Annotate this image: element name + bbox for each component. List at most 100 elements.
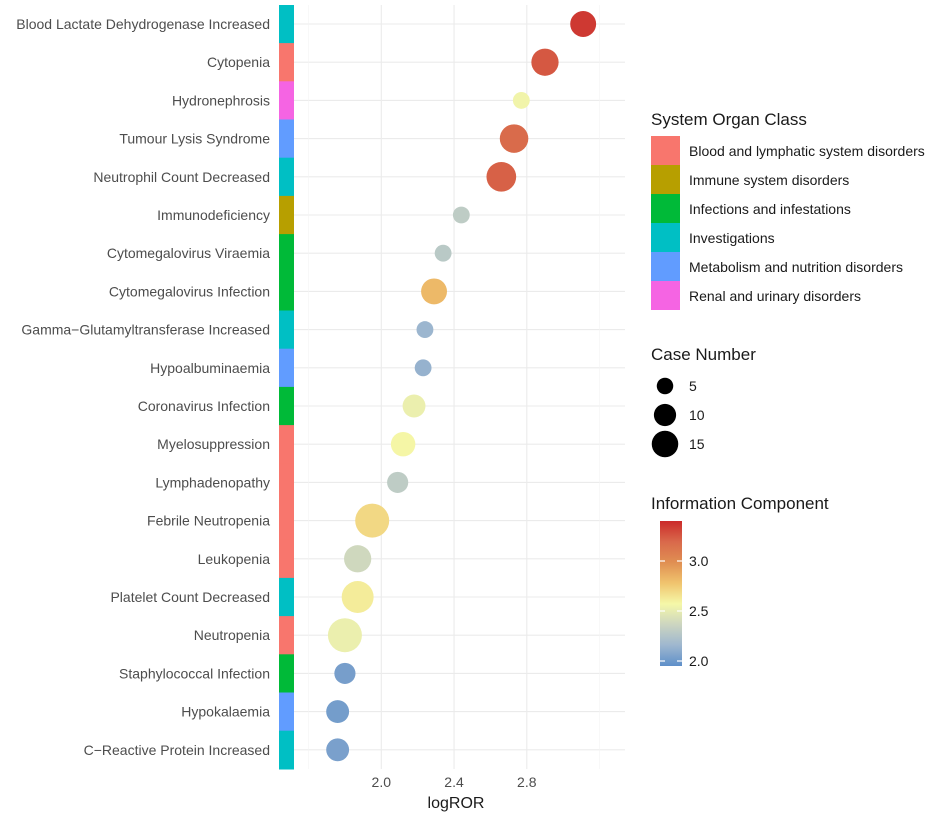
legend-soc-label: Investigations	[689, 230, 775, 246]
legend-size-circle	[651, 430, 679, 458]
legend-soc-items: Blood and lymphatic system disorders Immu…	[651, 136, 925, 310]
legend-soc-swatch	[651, 223, 680, 252]
data-point	[421, 278, 447, 305]
legend-soc-swatch	[651, 136, 680, 165]
y-tick-label: Platelet Count Decreased	[110, 589, 270, 605]
data-point	[452, 206, 470, 224]
legend-soc-title: System Organ Class	[651, 110, 807, 129]
y-tick-label: Hydronephrosis	[172, 92, 270, 108]
soc-strip-cell	[279, 654, 294, 693]
legend-color: Information Component 2.0 2.5 3.0	[651, 494, 829, 669]
legend-size-label: 10	[689, 407, 705, 423]
y-tick-label: Cytomegalovirus Viraemia	[107, 245, 270, 261]
soc-strip-cell	[279, 692, 294, 732]
y-tick-label: Cytopenia	[207, 54, 270, 70]
legend-size-label: 15	[689, 436, 705, 452]
y-tick-label: C−Reactive Protein Increased	[84, 742, 270, 758]
soc-strip-cell	[279, 539, 294, 579]
soc-strip-cell	[279, 119, 294, 159]
data-point	[341, 581, 374, 613]
data-point	[344, 545, 372, 573]
data-point	[390, 431, 416, 457]
data-point	[416, 321, 434, 339]
data-point	[402, 394, 426, 418]
legend-soc-swatch	[651, 165, 680, 194]
y-tick-label: Neutrophil Count Decreased	[93, 169, 270, 185]
data-point	[355, 503, 390, 538]
data-point	[414, 359, 432, 377]
soc-strip-cell	[279, 501, 294, 541]
data-point	[512, 91, 530, 109]
data-point	[387, 471, 409, 493]
legend-size-title: Case Number	[651, 345, 756, 364]
data-point	[486, 161, 517, 192]
colorbar-tick-label: 2.5	[689, 603, 709, 619]
soc-strip-cell	[279, 272, 294, 311]
data-point	[531, 48, 559, 76]
y-tick-label: Myelosuppression	[157, 436, 270, 452]
y-tick-label: Immunodeficiency	[157, 207, 270, 223]
y-tick-label: Staphylococcal Infection	[119, 665, 270, 681]
soc-strip-cell	[279, 195, 294, 235]
x-tick-label: 2.0	[372, 774, 392, 790]
legend-soc-label: Metabolism and nutrition disorders	[689, 259, 903, 275]
soc-color-strip	[279, 5, 294, 770]
soc-strip-cell	[279, 310, 294, 350]
colorbar-tick-label: 3.0	[689, 553, 709, 569]
y-tick-label: Hypokalaemia	[181, 704, 270, 720]
soc-strip-cell	[279, 157, 294, 197]
colorbar-ticks: 2.0 2.5 3.0	[660, 553, 709, 669]
data-point	[326, 700, 350, 724]
y-axis-labels: Blood Lactate Dehydrogenase Increased Cyt…	[16, 16, 270, 758]
y-tick-label: Cytomegalovirus Infection	[109, 283, 270, 299]
legend-soc-swatch	[651, 194, 680, 223]
soc-strip-cell	[279, 386, 294, 426]
soc-strip-cell	[279, 43, 294, 82]
x-axis-title: logROR	[428, 795, 485, 812]
x-tick-label: 2.4	[444, 774, 464, 790]
y-tick-label: Febrile Neutropenia	[147, 513, 270, 529]
soc-strip-cell	[279, 577, 294, 617]
legend-size-circle	[653, 403, 677, 427]
data-point	[326, 738, 350, 762]
soc-strip-cell	[279, 616, 294, 655]
y-tick-label: Neutropenia	[194, 627, 270, 643]
soc-strip-cell	[279, 348, 294, 388]
data-points	[326, 11, 597, 762]
y-tick-label: Hypoalbuminaemia	[150, 360, 270, 376]
data-point	[334, 662, 356, 684]
legend-soc-label: Blood and lymphatic system disorders	[689, 143, 925, 159]
y-tick-label: Tumour Lysis Syndrome	[119, 131, 270, 147]
x-axis-ticks: 2.0 2.4 2.8	[372, 774, 537, 790]
data-point	[499, 124, 529, 153]
colorbar-tick-label: 2.0	[689, 653, 709, 669]
legend-soc-label: Renal and urinary disorders	[689, 288, 861, 304]
soc-strip-cell	[279, 81, 294, 120]
soc-strip-cell	[279, 425, 294, 464]
legend-color-title: Information Component	[651, 494, 829, 513]
legend-soc-swatch	[651, 252, 680, 281]
data-point	[327, 618, 362, 653]
legend-size-circle	[656, 377, 674, 395]
data-point	[434, 244, 452, 262]
legend-soc-label: Infections and infestations	[689, 201, 851, 217]
legend-soc-swatch	[651, 281, 680, 310]
soc-strip-cell	[279, 730, 294, 770]
y-tick-label: Leukopenia	[198, 551, 271, 567]
y-tick-label: Blood Lactate Dehydrogenase Increased	[16, 16, 270, 32]
soc-strip-cell	[279, 463, 294, 502]
legend-soc: System Organ Class Blood and lymphatic s…	[651, 110, 925, 310]
legend-size-label: 5	[689, 378, 697, 394]
data-point	[570, 11, 597, 37]
y-tick-label: Lymphadenopathy	[155, 474, 270, 490]
gridlines	[294, 5, 625, 769]
y-tick-label: Gamma−Glutamyltransferase Increased	[21, 322, 270, 338]
soc-strip-cell	[279, 234, 294, 273]
colorbar	[660, 521, 682, 666]
legend-soc-label: Immune system disorders	[689, 172, 849, 188]
x-tick-label: 2.8	[517, 774, 537, 790]
y-tick-label: Coronavirus Infection	[138, 398, 270, 414]
legend-size-items: 5 10 15	[651, 377, 705, 458]
legend-size: Case Number 5 10 15	[651, 345, 756, 458]
